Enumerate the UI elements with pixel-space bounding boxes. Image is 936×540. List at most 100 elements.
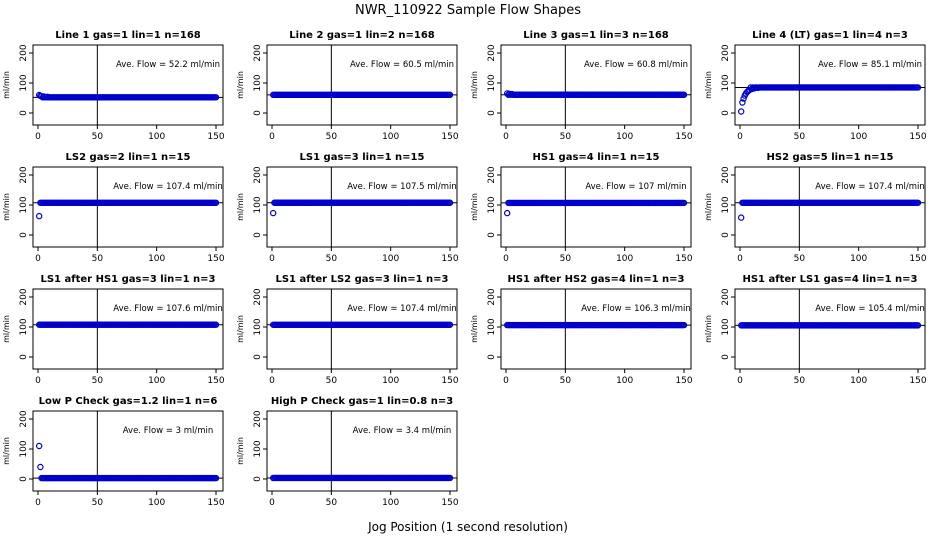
x-tick-label: 0 [35, 254, 41, 264]
average-flow-annotation: Ave. Flow = 106.3 ml/min [581, 304, 690, 314]
plot-frame [500, 44, 692, 126]
x-tick-label: 100 [616, 132, 633, 142]
plot-frame [734, 166, 926, 248]
chart-panel: HS1 gas=4 lin=1 n=15 0 100 200 ml/min 0 50 100 1… [470, 152, 693, 264]
average-flow-annotation: Ave. Flow = 3 ml/min [123, 426, 214, 436]
plot-frame [734, 288, 926, 370]
y-tick-label: 200 [19, 44, 29, 61]
x-tick-label: 100 [850, 254, 867, 264]
chart-panel: HS2 gas=5 lin=1 n=15 0 100 200 ml/min 0 50 100 1… [704, 152, 927, 264]
y-axis-label: ml/min [470, 315, 479, 343]
plot-frame [266, 410, 458, 492]
x-tick-label: 100 [850, 132, 867, 142]
x-tick-label: 0 [503, 254, 509, 264]
panel-title: Line 4 (LT) gas=1 lin=4 n=3 [752, 30, 908, 41]
x-tick-label: 0 [503, 132, 509, 142]
average-flow-annotation: Ave. Flow = 107.5 ml/min [347, 182, 456, 192]
x-tick-label: 50 [326, 376, 338, 386]
x-tick-label: 100 [148, 254, 165, 264]
data-point [35, 212, 43, 220]
plot-frame [734, 44, 926, 126]
average-flow-annotation: Ave. Flow = 107.6 ml/min [113, 304, 222, 314]
y-axis-label: ml/min [236, 437, 245, 465]
data-point [212, 199, 220, 206]
chart-panel: LS1 after LS2 gas=3 lin=1 n=3 0 100 200 ml/m… [236, 274, 459, 386]
average-flow-annotation: Ave. Flow = 107.4 ml/min [815, 182, 924, 192]
x-tick-label: 0 [269, 132, 275, 142]
x-tick-label: 50 [326, 132, 338, 142]
panel-title: Line 3 gas=1 lin=3 n=168 [523, 30, 669, 41]
x-tick-label: 50 [560, 376, 572, 386]
y-tick-label: 0 [19, 110, 29, 116]
y-tick-label: 0 [253, 354, 263, 360]
data-point [37, 463, 44, 471]
y-tick-label: 200 [721, 166, 731, 183]
data-point [212, 94, 220, 101]
x-tick-label: 150 [909, 376, 926, 386]
data-point [212, 321, 220, 328]
y-tick-label: 200 [721, 288, 731, 305]
chart-panel: LS1 gas=3 lin=1 n=15 0 100 200 ml/min 0 50 100 1… [236, 152, 459, 264]
y-axis-label: ml/min [470, 71, 479, 99]
chart-panel: HS1 after HS2 gas=4 lin=1 n=3 0 100 200 ml/m… [470, 274, 693, 386]
chart-panel: Line 1 gas=1 lin=1 n=168 0 100 200 ml/min 0 50… [2, 30, 225, 142]
y-tick-label: 200 [721, 44, 731, 61]
data-point [914, 199, 922, 206]
average-flow-annotation: Ave. Flow = 85.1 ml/min [818, 60, 922, 70]
data-point [212, 474, 220, 482]
panel-title: LS2 gas=2 lin=1 n=15 [66, 152, 191, 163]
figure-x-axis-label: Jog Position (1 second resolution) [367, 520, 568, 534]
x-tick-label: 150 [909, 254, 926, 264]
data-point [737, 108, 745, 115]
y-tick-label: 100 [253, 74, 263, 91]
y-tick-label: 200 [253, 288, 263, 305]
panel-title: LS1 after HS1 gas=3 lin=1 n=3 [40, 274, 215, 285]
y-tick-label: 100 [487, 74, 497, 91]
y-axis-label: ml/min [236, 193, 245, 221]
y-axis-label: ml/min [2, 315, 11, 343]
x-tick-label: 0 [737, 376, 743, 386]
y-tick-label: 0 [253, 476, 263, 482]
x-tick-label: 50 [794, 254, 806, 264]
x-tick-label: 150 [207, 254, 224, 264]
x-tick-label: 0 [35, 498, 41, 508]
data-point [269, 209, 277, 217]
x-tick-label: 0 [35, 132, 41, 142]
y-tick-label: 0 [19, 232, 29, 238]
data-point [446, 474, 454, 482]
x-tick-label: 50 [326, 498, 338, 508]
data-point [446, 321, 454, 328]
data-point [680, 91, 688, 98]
panel-title: HS1 gas=4 lin=1 n=15 [533, 152, 660, 163]
x-tick-label: 150 [441, 376, 458, 386]
x-tick-label: 0 [737, 254, 743, 264]
y-tick-label: 0 [19, 476, 29, 482]
data-point [737, 214, 745, 221]
y-tick-label: 200 [487, 288, 497, 305]
x-tick-label: 50 [92, 254, 104, 264]
x-tick-label: 50 [560, 254, 572, 264]
panels-group: Line 1 gas=1 lin=1 n=168 0 100 200 ml/min 0 50… [2, 30, 927, 508]
data-point [446, 91, 454, 99]
x-tick-label: 0 [737, 132, 743, 142]
y-tick-label: 0 [253, 110, 263, 116]
y-tick-label: 100 [721, 74, 731, 91]
plot-frame [266, 288, 458, 370]
y-tick-label: 0 [721, 232, 731, 238]
y-tick-label: 0 [487, 354, 497, 360]
x-tick-label: 100 [148, 132, 165, 142]
y-axis-label: ml/min [2, 437, 11, 465]
x-tick-label: 100 [382, 254, 399, 264]
x-tick-label: 100 [148, 376, 165, 386]
x-tick-label: 100 [382, 376, 399, 386]
data-point [503, 209, 511, 217]
x-tick-label: 50 [92, 132, 104, 142]
chart-panel: HS1 after LS1 gas=4 lin=1 n=3 0 100 200 ml/m… [704, 274, 927, 386]
y-tick-label: 0 [487, 110, 497, 116]
x-tick-label: 50 [794, 376, 806, 386]
y-tick-label: 200 [19, 410, 29, 427]
chart-panel: Line 4 (LT) gas=1 lin=4 n=3 0 100 200 ml/min… [704, 30, 927, 142]
chart-panel: Low P Check gas=1.2 lin=1 n=6 0 100 200 ml/m… [2, 396, 225, 508]
y-axis-label: ml/min [704, 315, 713, 343]
